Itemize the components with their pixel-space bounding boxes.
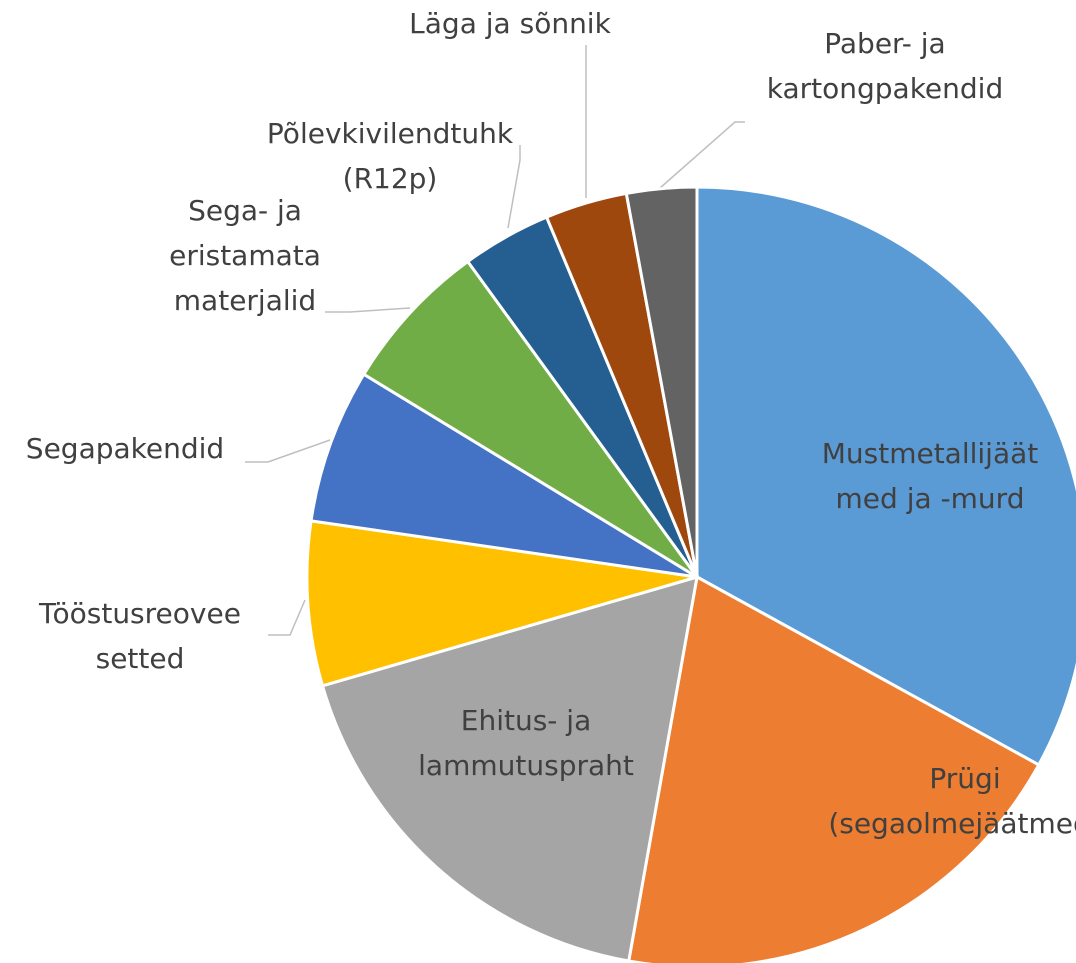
- label-line: Sega- ja: [188, 194, 302, 227]
- leader-line: [245, 439, 331, 463]
- slice-label: Ehitus- ja lammutuspraht: [418, 704, 634, 782]
- label-line: kartongpakendid: [767, 72, 1003, 105]
- leader-line: [325, 307, 411, 313]
- label-line: Segapakendid: [26, 432, 224, 465]
- label-line: Läga ja sõnnik: [409, 7, 611, 40]
- label-line: Tööstusreovee: [38, 597, 241, 630]
- slices: [305, 185, 1076, 963]
- leader-line: [268, 599, 306, 636]
- pie-slice: [627, 574, 1041, 963]
- label-line: (segaolmejäätmed): [828, 807, 1076, 840]
- label-line: lammutuspraht: [418, 749, 634, 782]
- pie-slice: [305, 519, 698, 688]
- label-line: Põlevkivilendtuhk: [267, 117, 514, 150]
- label-line: Prügi: [929, 762, 1000, 795]
- slice-label: Põlevkivilendtuhk (R12p): [267, 117, 514, 195]
- slice-label: Segapakendid: [26, 432, 224, 465]
- label-line: Paber- ja: [824, 27, 945, 60]
- leader-line: [659, 121, 745, 189]
- slice-label: Tööstusreovee setted: [38, 597, 241, 675]
- pie-slice: [309, 372, 698, 579]
- label-line: materjalid: [174, 284, 316, 317]
- pie-slice: [361, 259, 699, 579]
- slice-label: Sega- ja eristamata materjalid: [169, 194, 321, 317]
- label-line: (R12p): [343, 162, 438, 195]
- pie-slice: [624, 185, 699, 578]
- slice-label: Mustmetallijäät med ja -murd: [822, 437, 1039, 515]
- label-line: Ehitus- ja: [461, 704, 591, 737]
- slice-label: Läga ja sõnnik: [409, 7, 611, 40]
- label-line: eristamata: [169, 239, 321, 272]
- pie-slice: [320, 574, 699, 963]
- leader-lines: [245, 45, 745, 636]
- slice-label: Paber- ja kartongpakendid: [767, 27, 1003, 105]
- pie-slice: [695, 185, 1076, 767]
- label-line: Mustmetallijäät: [822, 437, 1039, 470]
- label-line: med ja -murd: [836, 482, 1025, 515]
- label-line: setted: [96, 642, 185, 675]
- leader-line: [507, 145, 521, 229]
- slice-label: Prügi (segaolmejäätmed): [828, 762, 1076, 840]
